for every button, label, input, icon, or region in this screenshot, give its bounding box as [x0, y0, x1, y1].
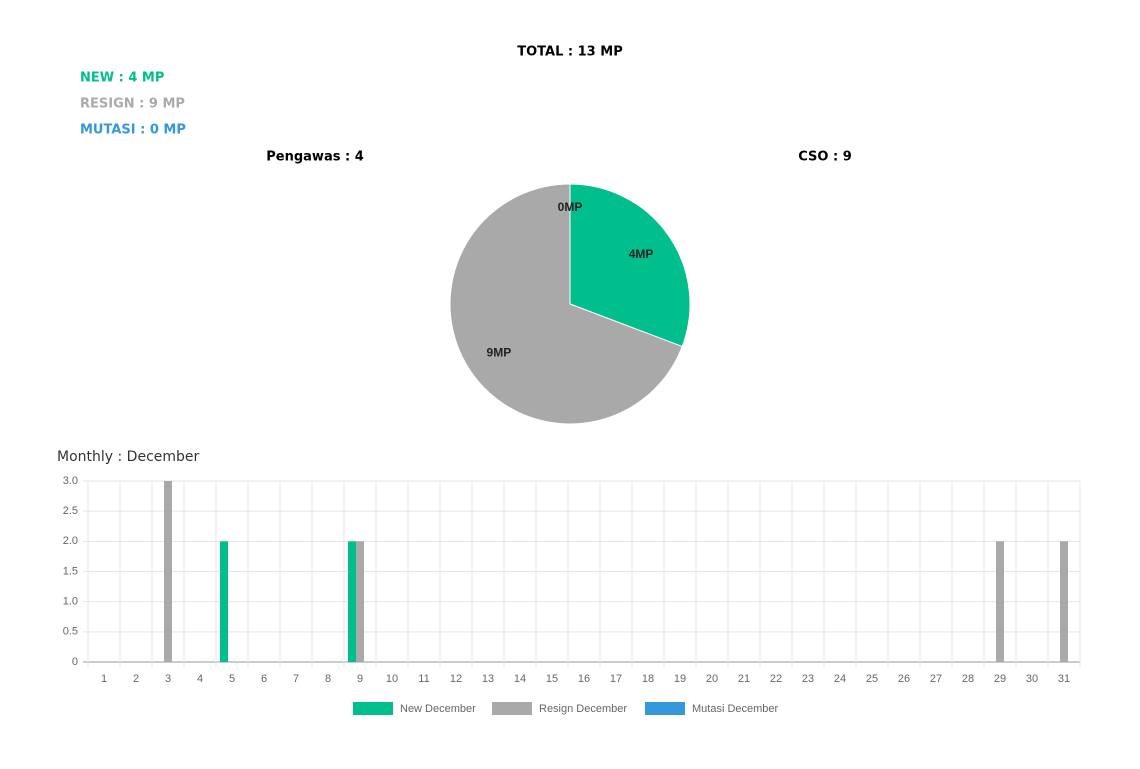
- x-tick-label: 5: [229, 673, 235, 685]
- x-tick-label: 8: [325, 673, 331, 685]
- mutasi-count: MUTASI : 0 MP: [80, 123, 186, 138]
- y-tick-label: 1.0: [63, 596, 78, 608]
- legend-label: Mutasi December: [692, 703, 779, 715]
- x-tick-label: 26: [898, 673, 910, 685]
- x-tick-label: 19: [674, 673, 686, 685]
- y-tick-label: 3.0: [63, 475, 78, 487]
- x-tick-label: 21: [738, 673, 750, 685]
- x-tick-label: 29: [994, 673, 1006, 685]
- x-tick-label: 7: [293, 673, 299, 685]
- slice-label: 4MP: [629, 247, 654, 261]
- x-tick-label: 16: [578, 673, 590, 685]
- x-tick-label: 24: [834, 673, 846, 685]
- x-tick-label: 1: [101, 673, 107, 685]
- slice-label: 0MP: [558, 200, 583, 214]
- x-tick-label: 12: [450, 673, 462, 685]
- bar: [164, 481, 172, 662]
- x-tick-label: 11: [418, 673, 429, 685]
- pie-slice: [569, 183, 691, 348]
- y-tick-label: 1.5: [63, 565, 78, 577]
- x-tick-label: 4: [197, 673, 203, 685]
- x-tick-label: 2: [133, 673, 139, 685]
- x-tick-label: 23: [802, 673, 814, 685]
- x-tick-label: 31: [1058, 673, 1070, 685]
- x-tick-label: 22: [770, 673, 782, 685]
- x-tick-label: 30: [1026, 673, 1038, 685]
- pengawas: Pengawas : 4: [266, 150, 364, 165]
- x-tick-label: 25: [866, 673, 878, 685]
- bar: [348, 541, 356, 662]
- bar: [220, 541, 228, 662]
- bar: [356, 541, 364, 662]
- total: TOTAL : 13 MP: [517, 45, 622, 60]
- slice-label: 9MP: [487, 345, 512, 359]
- x-tick-label: 14: [514, 673, 526, 685]
- x-tick-label: 17: [610, 673, 622, 685]
- legend-swatch: [492, 702, 532, 715]
- bar: [996, 541, 1004, 662]
- x-tick-label: 18: [642, 673, 654, 685]
- bar-title: Monthly : December: [57, 449, 200, 465]
- x-tick-label: 27: [930, 673, 942, 685]
- legend-swatch: [353, 702, 393, 715]
- x-tick-label: 15: [546, 673, 558, 685]
- cso: CSO : 9: [798, 150, 852, 165]
- y-tick-label: 2.5: [63, 505, 78, 517]
- x-tick-label: 9: [357, 673, 363, 685]
- x-tick-label: 28: [962, 673, 974, 685]
- pie-slice: [449, 183, 683, 425]
- y-tick-label: 0: [72, 656, 78, 668]
- new-count: NEW : 4 MP: [80, 71, 164, 86]
- x-tick-label: 20: [706, 673, 718, 685]
- y-tick-label: 2.0: [63, 535, 78, 547]
- x-tick-label: 10: [386, 673, 398, 685]
- x-tick-label: 6: [261, 673, 267, 685]
- legend-label: New December: [400, 703, 476, 715]
- legend-label: Resign December: [539, 703, 627, 715]
- bar: [1060, 541, 1068, 662]
- x-tick-label: 13: [482, 673, 494, 685]
- legend-swatch: [645, 702, 685, 715]
- y-tick-label: 0.5: [63, 626, 78, 638]
- resign-count: RESIGN : 9 MP: [80, 97, 185, 112]
- x-tick-label: 3: [165, 673, 171, 685]
